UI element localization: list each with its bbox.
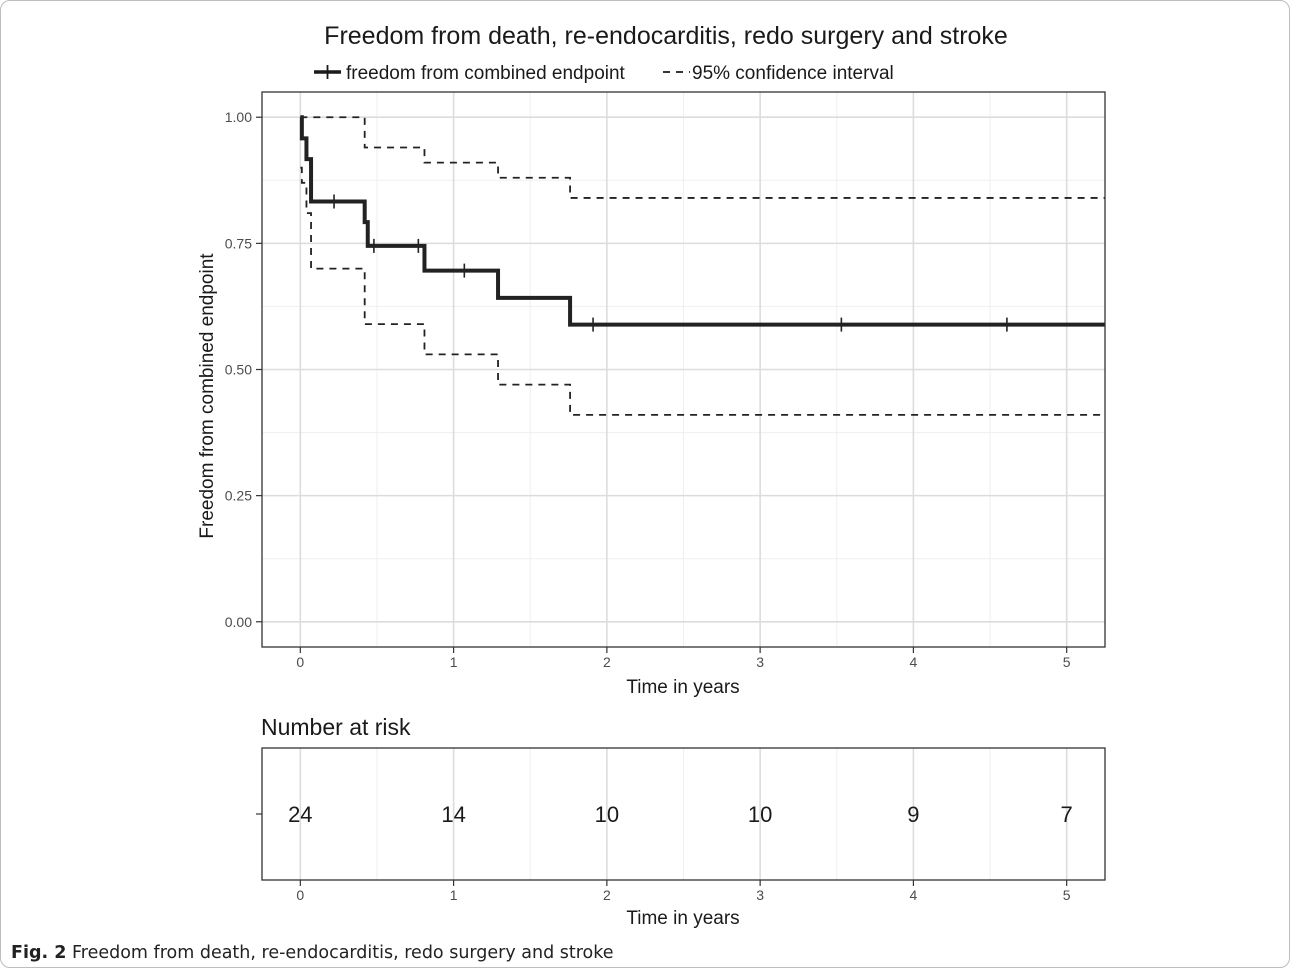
ci-band-line [300,166,1105,416]
risk-axes: 0 1 2 3 4 5 [296,880,1071,903]
legend-label-survival: freedom from combined endpoint [346,63,626,84]
x-tick-label: 0 [296,654,304,670]
x-tick-label: 4 [910,654,918,670]
risk-x-tick-label: 0 [296,887,304,903]
risk-x-tick-label: 4 [910,887,918,903]
risk-x-tick-label: 2 [603,887,611,903]
y-tick-label: 0.50 [225,362,252,378]
y-axis-label: Freedom from combined endpoint [197,253,218,539]
risk-x-tick-label: 3 [756,887,764,903]
caption-text: Freedom from death, re-endocarditis, red… [71,943,614,963]
risk-table-title: Number at risk [261,714,411,740]
x-axis-label: Time in years [626,677,739,698]
km-figure: Freedom from death, re-endocarditis, red… [197,22,1106,929]
legend: freedom from combined endpoint 95% confi… [314,63,894,84]
risk-count: 24 [288,802,312,827]
main-axes: 0.00 0.25 0.50 0.75 1.00 0 1 2 3 4 5 [225,109,1071,670]
risk-gridlines [299,748,1068,880]
risk-count: 7 [1061,802,1073,827]
risk-count: 9 [907,802,919,827]
figure-caption: Fig. 2 Freedom from death, re-endocardit… [11,943,614,963]
x-tick-label: 5 [1063,654,1071,670]
risk-x-tick-label: 1 [450,887,458,903]
risk-count: 14 [441,802,465,827]
caption-label: Fig. 2 [11,943,67,963]
ci-band-line [300,116,1105,199]
y-tick-label: 0.75 [225,235,252,251]
x-tick-label: 2 [603,654,611,670]
chart-title: Freedom from death, re-endocarditis, red… [324,22,1008,50]
main-series [299,115,1105,416]
risk-x-axis-label: Time in years [626,908,739,929]
y-tick-label: 0.00 [225,614,252,630]
y-tick-label: 0.25 [225,488,252,504]
legend-label-ci: 95% confidence interval [692,63,894,84]
risk-x-tick-label: 5 [1063,887,1071,903]
risk-count: 10 [595,802,619,827]
main-gridlines [262,92,1105,647]
risk-values: 24 14 10 10 9 7 [288,802,1073,827]
risk-count: 10 [748,802,772,827]
x-tick-label: 3 [756,654,764,670]
survival-curve [299,115,1105,327]
x-tick-label: 1 [450,654,458,670]
y-tick-label: 1.00 [225,109,252,125]
